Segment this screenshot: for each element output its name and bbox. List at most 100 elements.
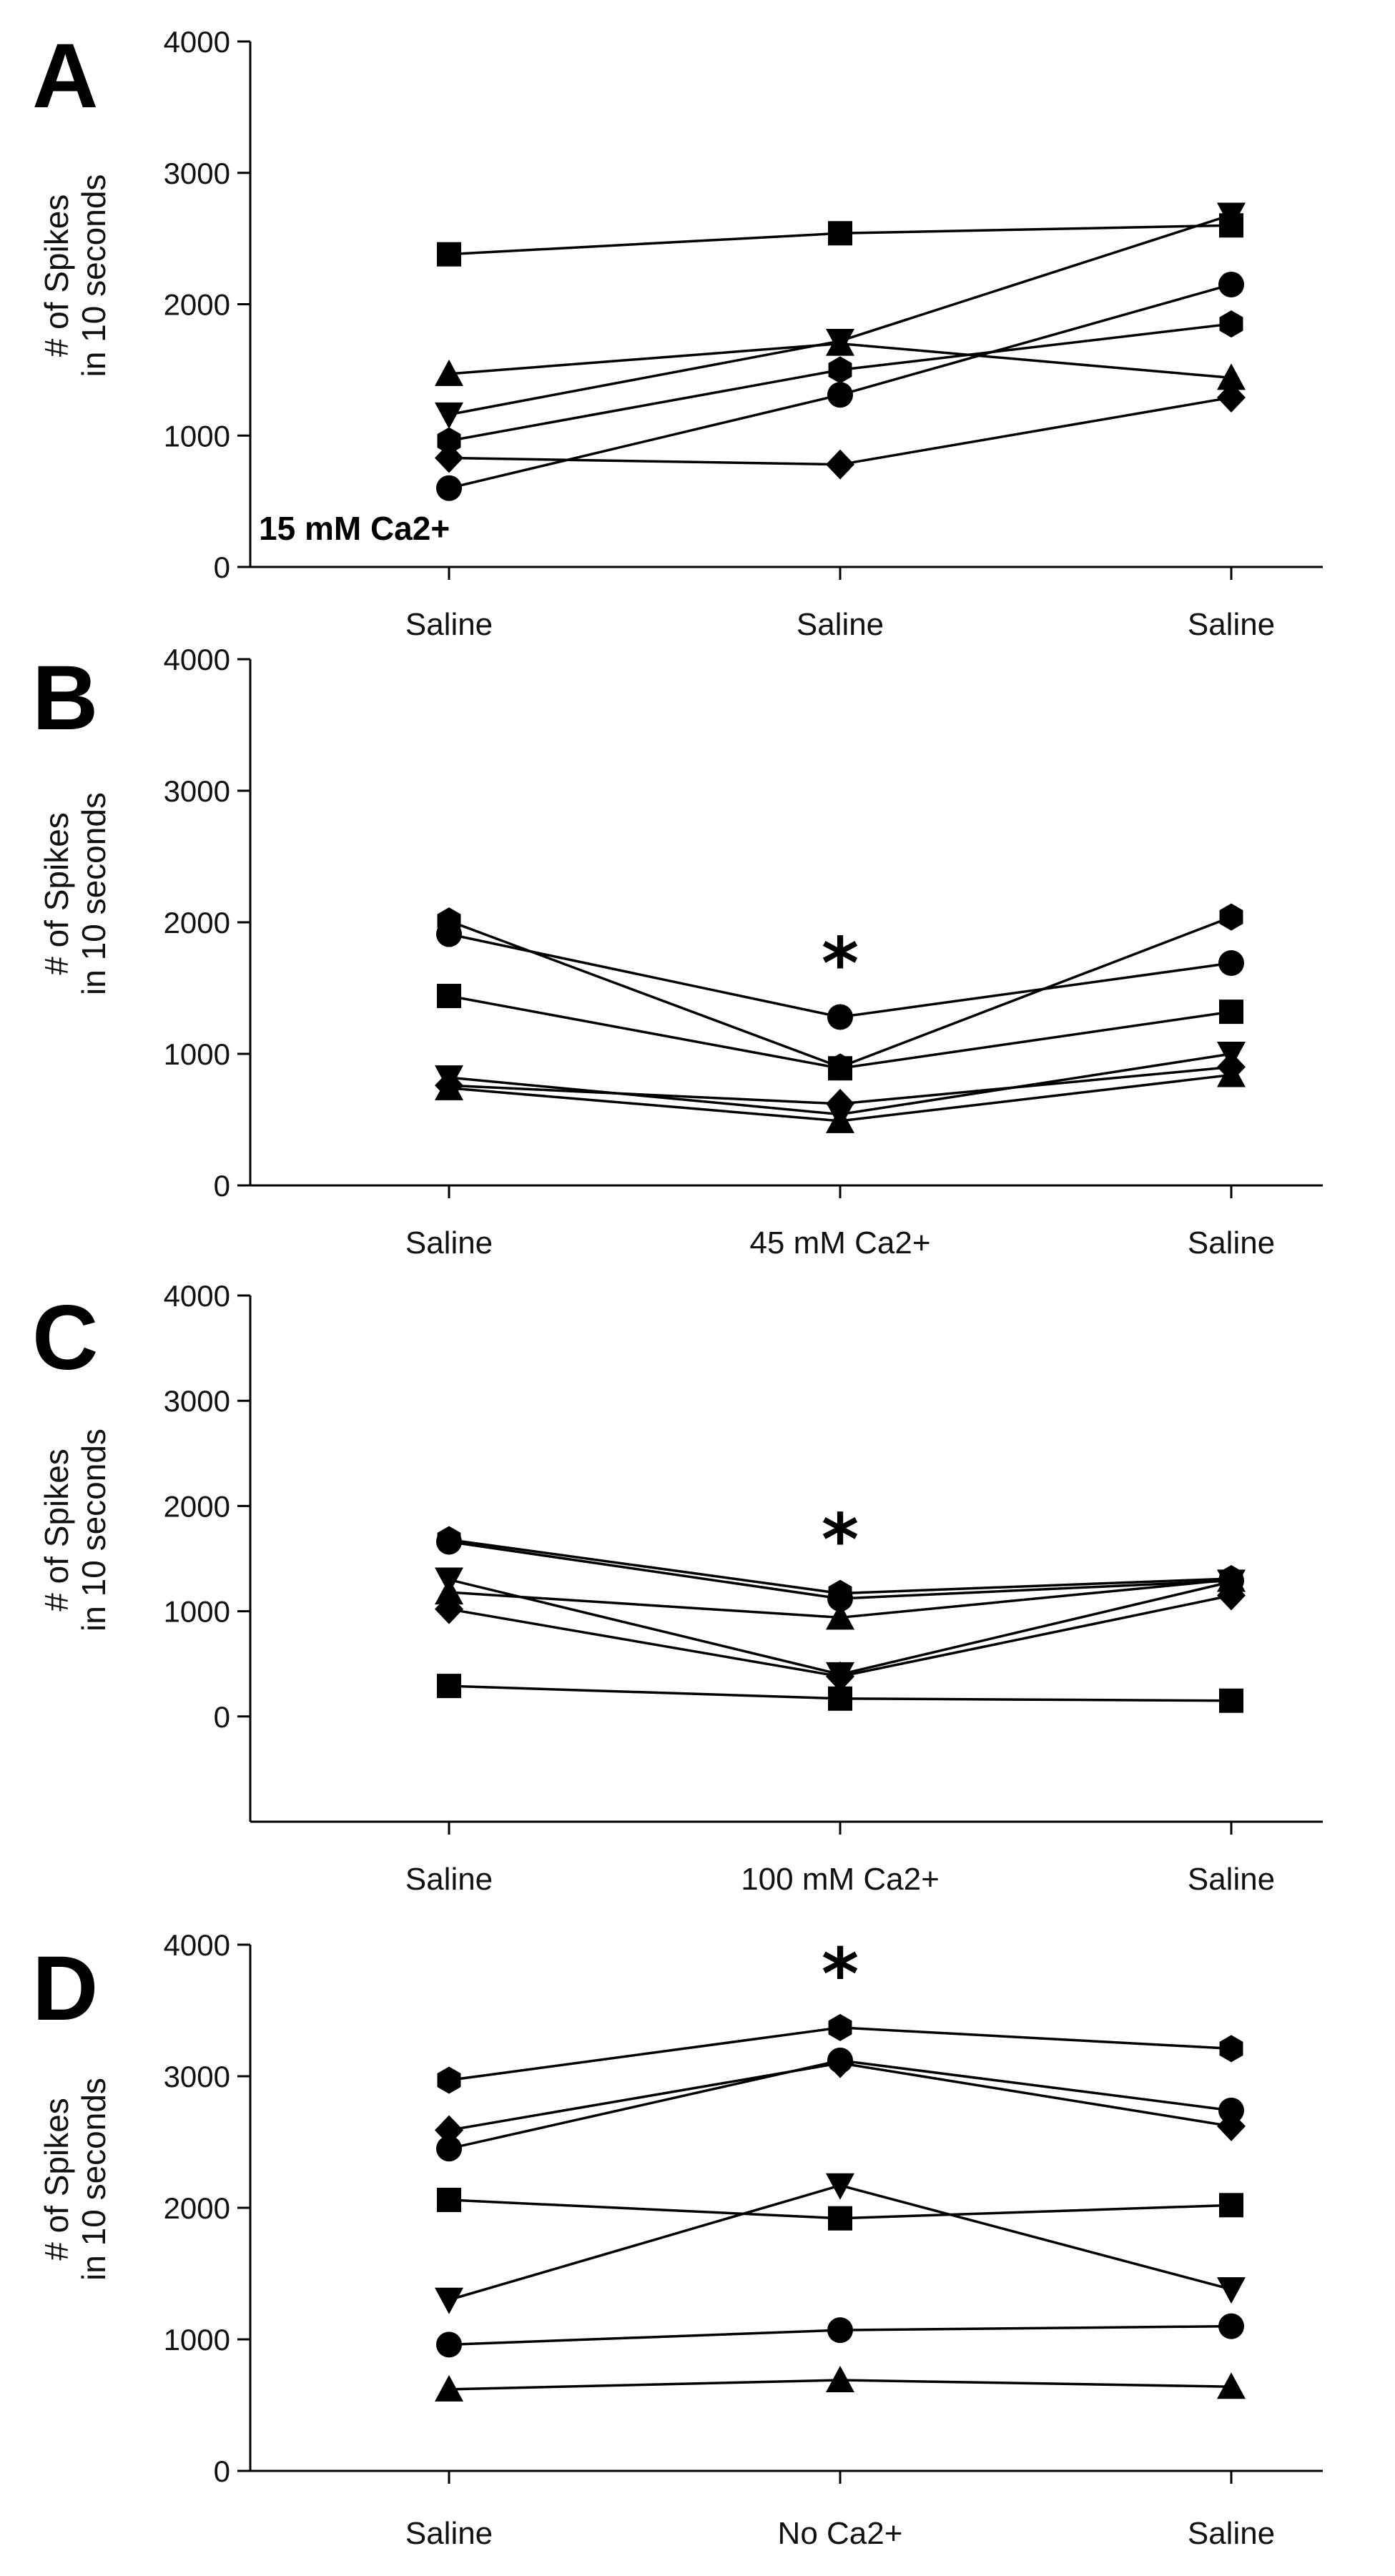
panel-c-series-6-point (437, 1674, 461, 1699)
panel-b-y-axis-label: # of Spikes (38, 812, 75, 975)
panel-d-series-5-point (1217, 2277, 1246, 2304)
panel-d-series-1-point (828, 2013, 852, 2041)
panel-a-y-axis-label: # of Spikes (38, 194, 75, 357)
panel-a-y-tick-label: 1000 (164, 419, 230, 453)
panel-d-category-label: No Ca2+ (778, 2516, 903, 2551)
panel-d-letter: D (32, 1938, 98, 2040)
panel-b-series-2-point (1218, 950, 1244, 977)
panel-c-y-tick-label: 1000 (164, 1595, 230, 1629)
panel-d-series-3 (436, 2047, 1244, 2162)
panel-c-y-tick-label: 0 (214, 1700, 230, 1734)
panel-d-series-5-point (826, 2173, 854, 2200)
panel-d-y-axis-label: in 10 seconds (75, 2078, 112, 2281)
panel-c-series-6 (437, 1674, 1243, 1713)
panel-a-series-3 (435, 202, 1246, 429)
panel-a-letter: A (32, 25, 98, 127)
panel-c-y-tick-label: 3000 (164, 1384, 230, 1418)
panel-c-category-label: 100 mM Ca2+ (741, 1862, 940, 1897)
panel-c-series-5-point (826, 1661, 854, 1692)
panel-c-y-axis-label: in 10 seconds (75, 1428, 112, 1632)
panel-d-series-2-point (435, 2115, 463, 2146)
panel-a: A 0 1000 2000 3000 4000 Saline Saline Saline # of… (32, 25, 1323, 642)
panel-b-series-6-point (1217, 1060, 1246, 1087)
panel-a-category-label: Saline (405, 607, 493, 642)
panel-d-series-1 (437, 2013, 1243, 2094)
panel-c-y-axis-label: # of Spikes (38, 1449, 75, 1612)
panel-b: B 0 1000 2000 3000 4000 Saline 45 mM Ca2+ Saline… (32, 643, 1323, 1260)
panel-d: D 0 1000 2000 3000 4000 Saline No Ca2+ Saline # o… (32, 1928, 1323, 2551)
panel-c-category-label: Saline (405, 1862, 493, 1897)
panel-b-y-tick-label: 2000 (164, 906, 230, 939)
panel-a-series-4 (437, 310, 1243, 455)
panel-b-series-1-point (1219, 903, 1243, 931)
panel-d-series-5-point (435, 2287, 463, 2314)
panel-d-series-4-point (828, 2206, 852, 2231)
panel-a-series-3-point (1217, 202, 1246, 230)
panel-d-y-axis-label: # of Spikes (38, 2098, 75, 2261)
panel-d-series-6-point (827, 2317, 853, 2344)
panel-c-series-4 (435, 1565, 1246, 1630)
panel-c-series-4-point (435, 1578, 463, 1605)
panel-c-series-2-point (436, 1529, 462, 1555)
panel-a-y-tick-label: 2000 (164, 288, 230, 322)
panel-d-series-5-line (448, 2183, 1232, 2301)
panel-d-y-tick-label: 4000 (164, 1928, 230, 1962)
panel-b-y-tick-label: 4000 (164, 643, 230, 676)
panel-b-series-2-point (436, 921, 462, 947)
panel-a-series-2-point (435, 359, 463, 386)
panel-d-category-label: Saline (1188, 2516, 1275, 2551)
panel-d-series-4-point (437, 2187, 461, 2212)
panel-d-series-3-point (436, 2136, 462, 2162)
panel-b-series-3-point (437, 984, 461, 1009)
panel-d-series-1-point (1219, 2035, 1243, 2063)
panel-a-series-4-point (828, 356, 852, 384)
panel-a-series-6-point (1218, 271, 1244, 297)
panel-b-series-5-point (826, 1088, 854, 1119)
panel-d-series-7-point (435, 2374, 463, 2402)
panel-c-series-4-point (1217, 1565, 1246, 1592)
panel-b-series-6 (435, 1060, 1246, 1133)
panel-d-category-label: Saline (405, 2516, 493, 2551)
panel-d-series-6 (436, 2313, 1244, 2358)
panel-c-significance-star: * (822, 1499, 859, 1582)
panel-d-series-7-point (1217, 2372, 1246, 2399)
panel-b-category-label: Saline (405, 1225, 493, 1260)
panel-d-series-5 (435, 2173, 1246, 2314)
panel-d-series-3-point (1218, 2097, 1244, 2123)
panel-a-series-2-point (1217, 363, 1246, 390)
panel-a-y-tick-label: 0 (214, 551, 230, 584)
panel-c-series-6-point (1219, 1688, 1243, 1713)
panel-b-y-tick-label: 3000 (164, 774, 230, 808)
panel-b-series-3-point (828, 1056, 852, 1081)
panel-b-y-axis-label: in 10 seconds (75, 792, 112, 995)
panel-b-series-3 (437, 984, 1243, 1081)
panel-a-series-6-point (827, 382, 853, 408)
panel-b-significance-star: * (822, 922, 859, 1005)
panel-d-y-tick-label: 3000 (164, 2060, 230, 2093)
panel-c-series-5 (435, 1580, 1246, 1692)
panel-c-y-tick-label: 4000 (164, 1279, 230, 1313)
panel-c-series-5-point (435, 1594, 463, 1624)
panel-c-series-5-point (1217, 1580, 1246, 1611)
panel-d-series-4-point (1219, 2193, 1243, 2218)
panel-b-series-3-point (1219, 1000, 1243, 1025)
panel-a-series-6-point (436, 475, 462, 501)
panel-d-y-tick-label: 1000 (164, 2323, 230, 2357)
panel-b-series-6-point (826, 1106, 854, 1133)
panel-b-y-tick-label: 0 (214, 1169, 230, 1203)
panel-c-category-label: Saline (1188, 1862, 1275, 1897)
panel-a-series-4-point (1219, 310, 1243, 338)
panel-a-y-tick-label: 4000 (164, 25, 230, 59)
panel-a-series-5-point (435, 443, 463, 473)
panel-c-letter: C (32, 1287, 98, 1389)
panel-a-series-4-point (437, 427, 461, 455)
panel-d-series-7 (435, 2366, 1246, 2402)
panel-a-series-1 (437, 213, 1243, 267)
panel-c-series-6-point (828, 1686, 852, 1711)
panel-d-y-tick-label: 0 (214, 2454, 230, 2488)
panel-c-series-2-point (827, 1585, 853, 1612)
panel-d-series-1-point (437, 2066, 461, 2094)
panel-c: C 0 1000 2000 3000 4000 Saline 100 mM Ca2+ Salin… (32, 1279, 1323, 1897)
panel-b-letter: B (32, 647, 98, 749)
